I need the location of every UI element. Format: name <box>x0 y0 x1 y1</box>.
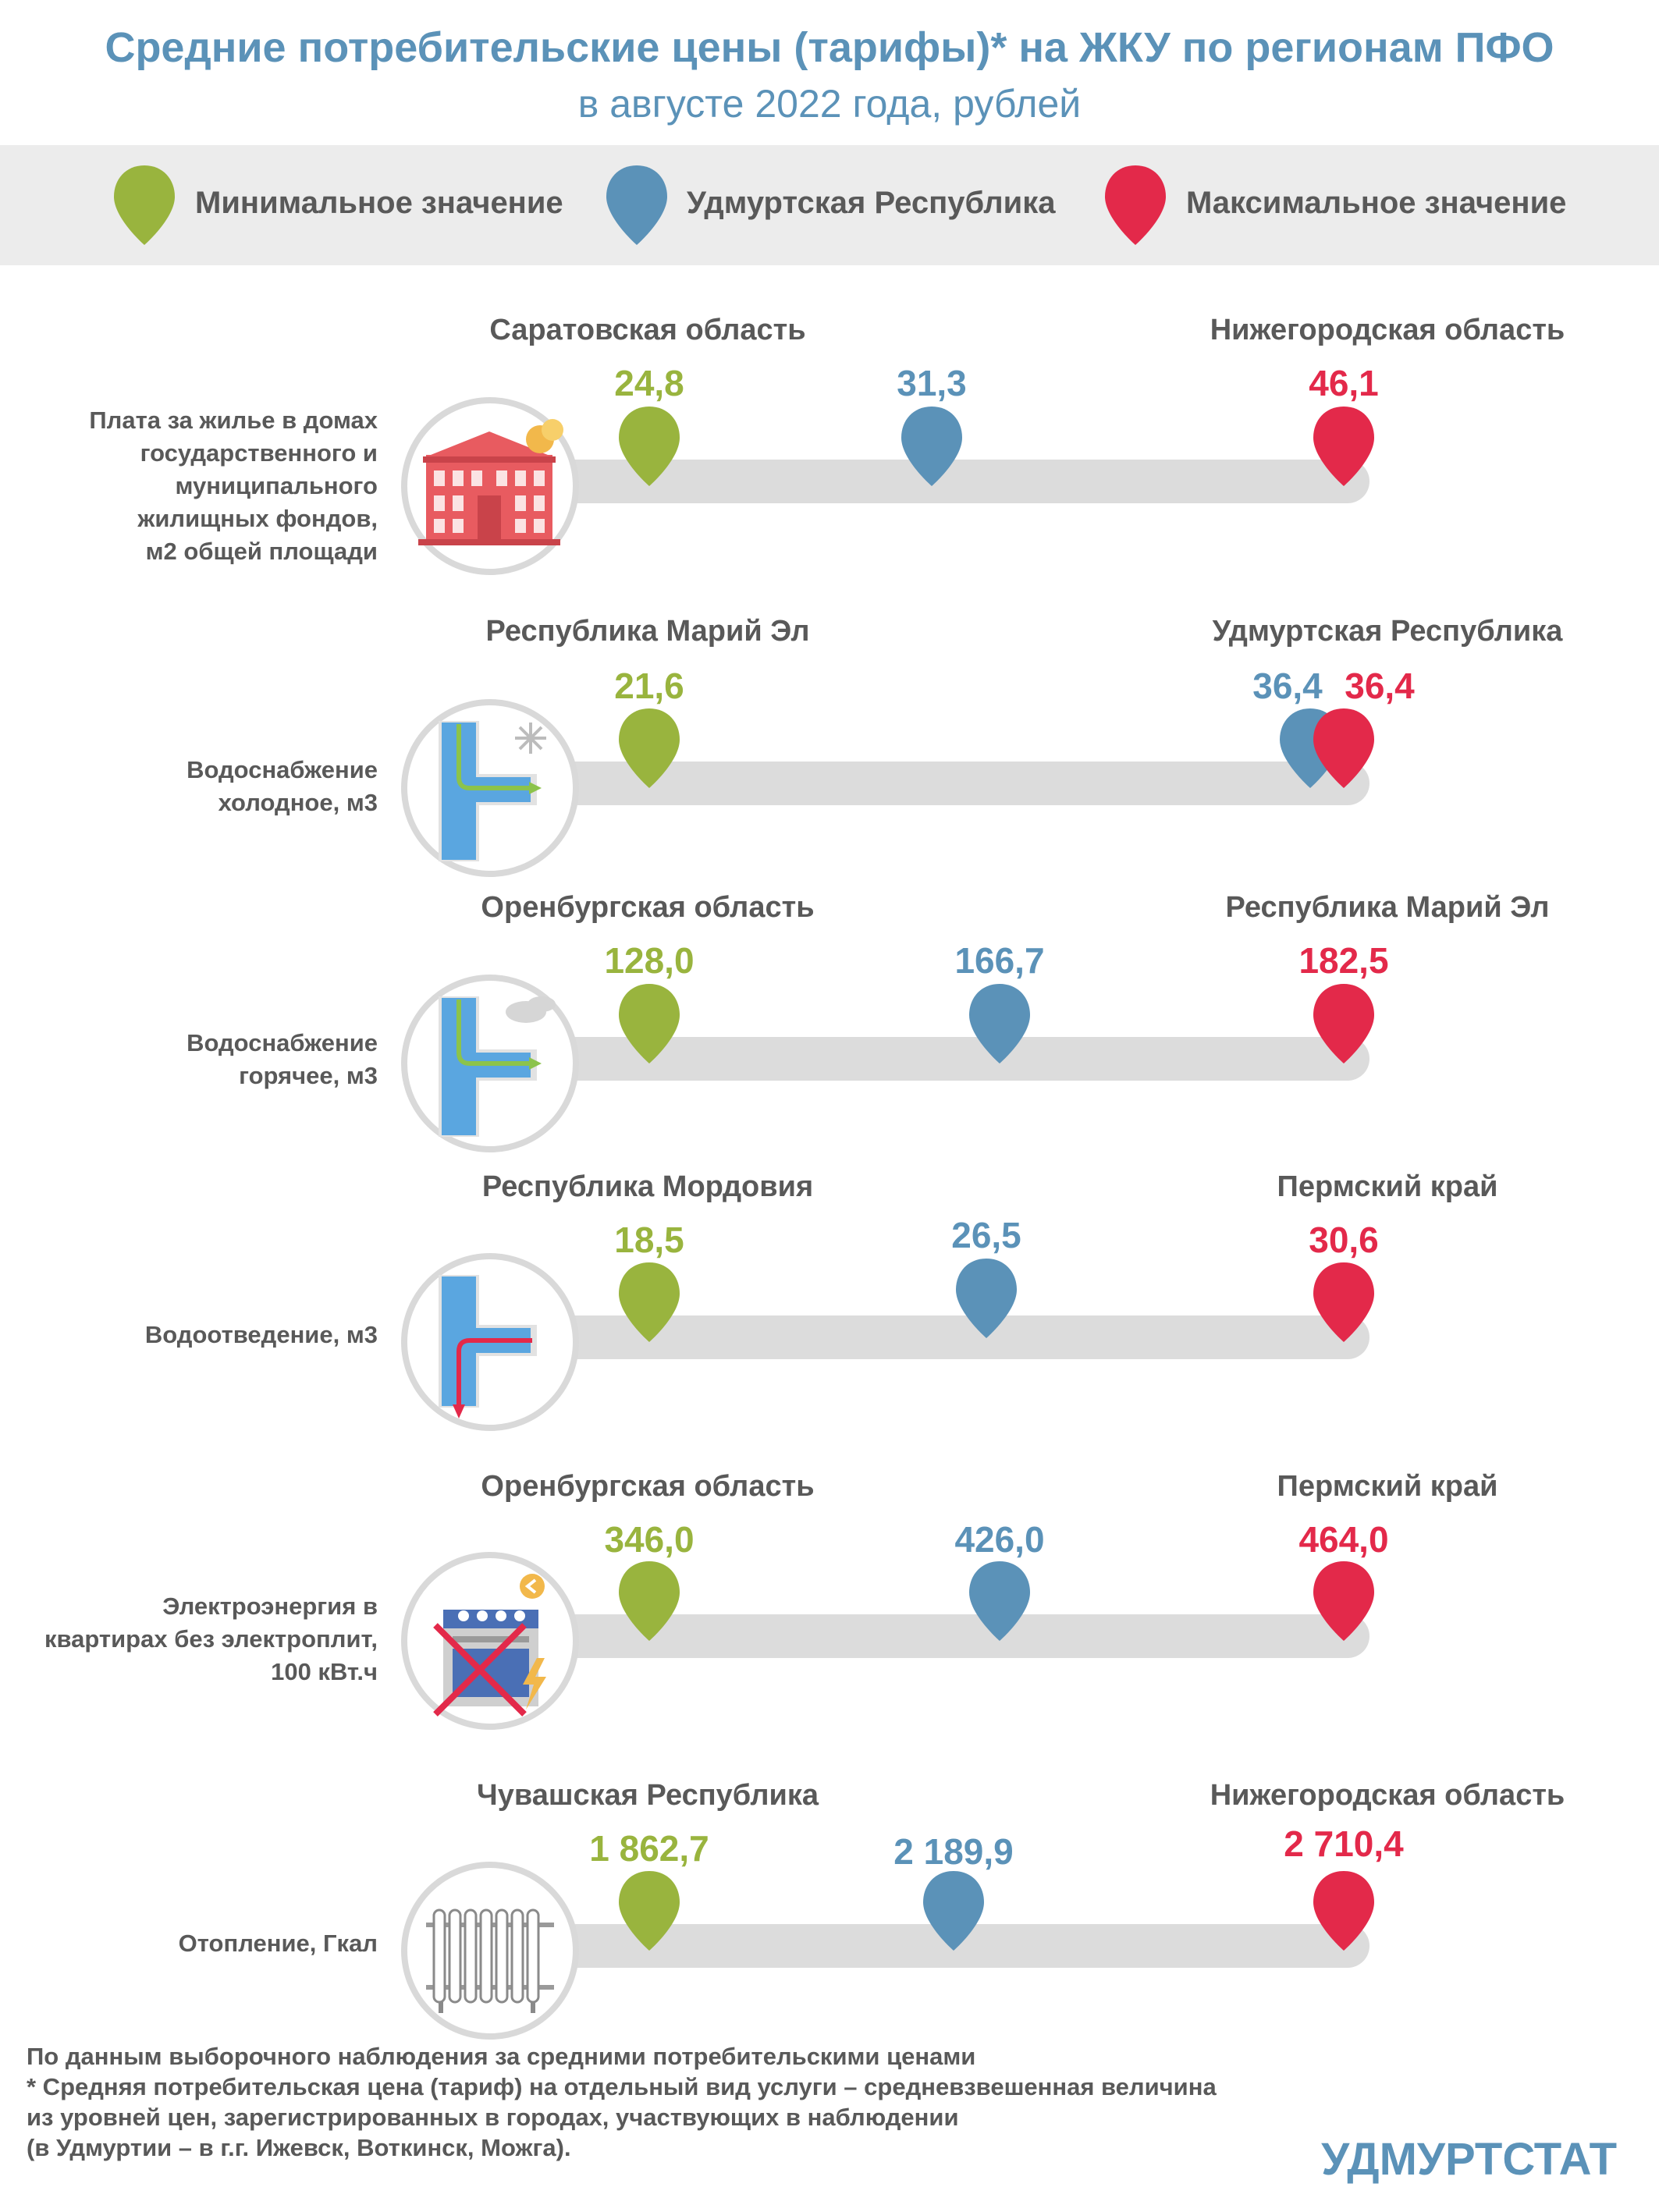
government-building-icon <box>418 419 563 545</box>
row-label: Водоснабжение горячее, м3 <box>187 1029 378 1089</box>
max-pin <box>1313 708 1374 788</box>
udm-pin <box>969 984 1030 1063</box>
legend-max-label: Максимальное значение <box>1186 186 1567 220</box>
udm-value: 26,5 <box>951 1215 1021 1255</box>
udm-pin <box>969 1561 1030 1641</box>
min-pin <box>619 1871 680 1951</box>
green-pin-icon <box>114 165 175 245</box>
max-value: 46,1 <box>1309 363 1379 403</box>
icon-circle <box>401 1862 579 2040</box>
icon-circle <box>401 975 579 1152</box>
legend: Минимальное значение Удмуртская Республи… <box>0 145 1659 265</box>
max-value: 182,5 <box>1298 940 1389 981</box>
footnote-line: (в Удмуртии – в г.г. Ижевск, Воткинск, М… <box>27 2134 571 2161</box>
max-region: Пермский край <box>1277 1170 1498 1203</box>
max-region: Нижегородская область <box>1210 1779 1565 1812</box>
range-bar <box>468 762 1369 805</box>
udm-value: 426,0 <box>954 1519 1045 1560</box>
row-label: Плата за жилье в домах государственного … <box>89 407 378 565</box>
cold-water-pipe-icon <box>439 721 546 861</box>
min-region: Оренбургская область <box>481 1470 815 1503</box>
udm-value: 166,7 <box>954 940 1045 981</box>
min-value: 24,8 <box>614 363 684 403</box>
udm-pin <box>923 1871 984 1951</box>
row-label: Отопление, Гкал <box>178 1930 378 1957</box>
min-value: 18,5 <box>614 1220 684 1260</box>
min-pin <box>619 708 680 788</box>
max-pin <box>1313 1262 1374 1342</box>
icon-circle <box>401 699 579 877</box>
max-region: Пермский край <box>1277 1470 1498 1503</box>
max-value: 464,0 <box>1298 1519 1389 1560</box>
footnote: По данным выборочного наблюдения за сред… <box>27 2041 1217 2163</box>
legend-udm-label: Удмуртская Республика <box>687 186 1056 220</box>
max-pin <box>1313 1871 1374 1951</box>
range-bar <box>468 1037 1369 1081</box>
blue-pin-icon <box>606 165 667 245</box>
min-region: Чувашская Республика <box>477 1779 819 1812</box>
footnote-line: из уровней цен, зарегистрированных в гор… <box>27 2104 959 2131</box>
max-value: 30,6 <box>1309 1220 1379 1260</box>
range-bar <box>468 1924 1369 1968</box>
footnote-line: * Средняя потребительская цена (тариф) н… <box>27 2073 1217 2100</box>
udm-value: 31,3 <box>897 363 967 403</box>
row-label: Электроэнергия в квартирах без электропл… <box>44 1592 378 1685</box>
range-bar <box>468 1315 1369 1359</box>
legend-min-label: Минимальное значение <box>195 186 563 220</box>
page-title: Средние потребительские цены (тарифы)* н… <box>105 24 1554 71</box>
udm-pin <box>956 1259 1017 1338</box>
drainage-pipe-icon <box>439 1275 537 1418</box>
hot-water-pipe-icon <box>439 996 556 1137</box>
radiator-icon <box>426 1908 554 2013</box>
min-value: 128,0 <box>604 940 695 981</box>
max-value: 2 710,4 <box>1284 1823 1404 1864</box>
crossed-stove-icon <box>433 1574 546 1717</box>
icon-circle <box>401 1552 579 1730</box>
brand-logo: УДМУРТСТАТ <box>1321 2134 1617 2185</box>
footnote-line: По данным выборочного наблюдения за сред… <box>27 2043 976 2070</box>
min-value: 21,6 <box>614 666 684 706</box>
row-label: Водоснабжение холодное, м3 <box>187 756 378 816</box>
min-region: Республика Мордовия <box>481 1170 814 1203</box>
max-pin <box>1313 984 1374 1063</box>
min-region: Оренбургская область <box>481 891 815 924</box>
min-pin <box>619 984 680 1063</box>
max-region: Республика Марий Эл <box>1225 891 1550 924</box>
max-region: Удмуртская Республика <box>1212 615 1563 648</box>
icon-circle <box>401 1253 579 1431</box>
udm-pin <box>901 407 962 486</box>
min-pin <box>619 407 680 486</box>
min-value: 346,0 <box>604 1519 695 1560</box>
max-region: Нижегородская область <box>1210 314 1565 346</box>
max-pin <box>1313 407 1374 486</box>
min-value: 1 862,7 <box>589 1828 709 1869</box>
max-value: 36,4 <box>1345 666 1415 706</box>
udm-value: 36,4 <box>1252 666 1323 706</box>
page-subtitle: в августе 2022 года, рублей <box>577 82 1082 126</box>
row-label: Водоотведение, м3 <box>144 1321 378 1348</box>
min-region: Республика Марий Эл <box>485 615 810 648</box>
min-region: Саратовская область <box>489 314 806 346</box>
min-pin <box>619 1561 680 1641</box>
udm-value: 2 189,9 <box>893 1831 1014 1872</box>
min-pin <box>619 1262 680 1342</box>
red-pin-icon <box>1105 165 1166 245</box>
max-pin <box>1313 1561 1374 1641</box>
icon-circle <box>401 397 579 575</box>
range-bar <box>468 1614 1369 1658</box>
